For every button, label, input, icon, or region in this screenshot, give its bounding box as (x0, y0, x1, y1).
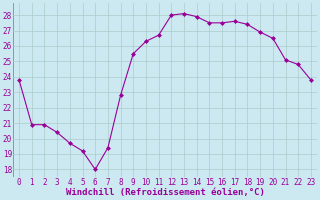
X-axis label: Windchill (Refroidissement éolien,°C): Windchill (Refroidissement éolien,°C) (66, 188, 264, 197)
